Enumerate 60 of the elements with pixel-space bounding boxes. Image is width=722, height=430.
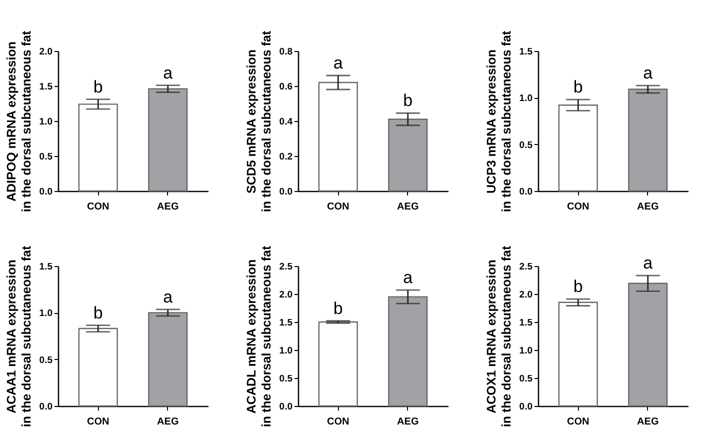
- y-axis-title: ACAA1 mRNA expression in the dorsal subcutaneous fat: [4, 245, 34, 428]
- annotation: b: [93, 77, 103, 96]
- x-tick-label: CON: [327, 416, 350, 428]
- annotation: b: [403, 91, 413, 110]
- y-tick-label: 0.0: [519, 402, 532, 412]
- x-tick-label: AEG: [637, 202, 659, 212]
- annotation: a: [333, 54, 344, 72]
- y-tick-label: 0.0: [279, 186, 292, 198]
- y-tick-label: 2.5: [519, 262, 534, 272]
- y-tick-label: 2.0: [519, 290, 532, 300]
- annotation: a: [643, 254, 654, 273]
- y-tick-label: 0.5: [519, 374, 534, 384]
- x-tick-label: AEG: [397, 202, 419, 212]
- y-axis-title: UCP3 mRNA expression in the dorsal subcutaneous fat: [484, 30, 514, 212]
- y-axis-title: ADIPOQ mRNA expression in the dorsal subcutaneous fat: [4, 30, 34, 212]
- y-tick-label: 1.5: [519, 46, 534, 58]
- y-tick-label: 1.0: [279, 346, 292, 356]
- y-tick-label: 1.0: [39, 116, 52, 128]
- annotation: b: [573, 277, 583, 296]
- x-tick-label: CON: [327, 202, 350, 212]
- y-tick-label: 0.2: [279, 152, 292, 162]
- x-tick-label: AEG: [157, 202, 179, 212]
- y-axis-title: ACOX1 mRNA expression in the dorsal subcutaneous fat: [484, 245, 514, 428]
- y-tick-label: 0.0: [279, 402, 292, 412]
- x-tick-label: CON: [87, 416, 110, 428]
- annotation: a: [163, 63, 174, 82]
- y-tick-label: 0.5: [519, 140, 534, 151]
- y-tick-label: 0.5: [279, 374, 294, 384]
- y-tick-label: 0.0: [39, 186, 52, 198]
- annotation: a: [643, 64, 654, 83]
- y-tick-label: 0.4: [279, 116, 294, 128]
- annotation: b: [333, 298, 343, 318]
- y-tick-label: 2.5: [279, 262, 294, 272]
- y-axis-title: SCD5 mRNA expression in the dorsal subcutaneous fat: [244, 30, 274, 212]
- y-tick-label: 1.0: [39, 308, 52, 320]
- y-tick-label: 0.8: [279, 46, 292, 58]
- x-tick-label: AEG: [157, 416, 179, 428]
- y-tick-label: 0.5: [39, 152, 54, 162]
- y-tick-label: 1.0: [519, 93, 532, 104]
- y-tick-label: 1.5: [39, 262, 54, 272]
- annotation: a: [163, 287, 174, 306]
- x-tick-label: CON: [87, 202, 110, 212]
- y-tick-label: 2.0: [279, 290, 292, 300]
- x-tick-label: CON: [567, 416, 590, 428]
- annotation: a: [403, 268, 414, 288]
- x-tick-label: AEG: [637, 416, 659, 428]
- y-tick-label: 0.6: [279, 82, 292, 92]
- y-tick-label: 2.0: [39, 46, 52, 58]
- y-tick-label: 1.5: [39, 82, 54, 92]
- y-tick-label: 0.0: [39, 402, 52, 412]
- y-tick-label: 1.0: [519, 346, 532, 356]
- y-tick-label: 0.0: [519, 186, 532, 198]
- y-tick-label: 0.5: [39, 354, 54, 366]
- y-tick-label: 1.5: [279, 318, 294, 328]
- x-tick-label: CON: [567, 202, 590, 212]
- x-tick-label: AEG: [397, 416, 419, 428]
- annotation: b: [93, 303, 103, 322]
- annotation: b: [573, 78, 583, 97]
- y-axis-title: ACADL mRNA expression in the dorsal subcutaneous fat: [244, 245, 274, 428]
- y-tick-label: 1.5: [519, 318, 534, 328]
